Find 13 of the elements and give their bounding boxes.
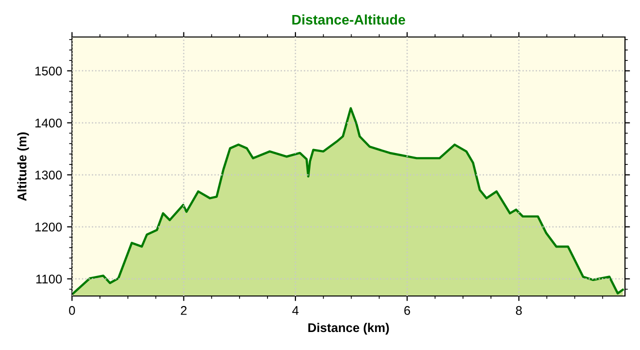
- y-axis-title: Altitude (m): [17, 132, 29, 201]
- x-tick-label: 4: [292, 306, 299, 315]
- chart-title: Distance-Altitude: [292, 14, 406, 25]
- y-tick-label: 1300: [35, 170, 62, 180]
- x-tick-label: 8: [516, 306, 522, 315]
- y-tick-label: 1400: [35, 118, 62, 128]
- y-tick-label: 1100: [36, 274, 62, 284]
- x-tick-label: 6: [404, 306, 410, 315]
- x-axis-title: Distance (km): [308, 322, 389, 335]
- y-tick-label: 1200: [35, 222, 62, 232]
- x-tick-label: 0: [69, 306, 75, 315]
- y-tick-label: 1500: [35, 66, 62, 76]
- x-tick-label: 2: [180, 306, 187, 315]
